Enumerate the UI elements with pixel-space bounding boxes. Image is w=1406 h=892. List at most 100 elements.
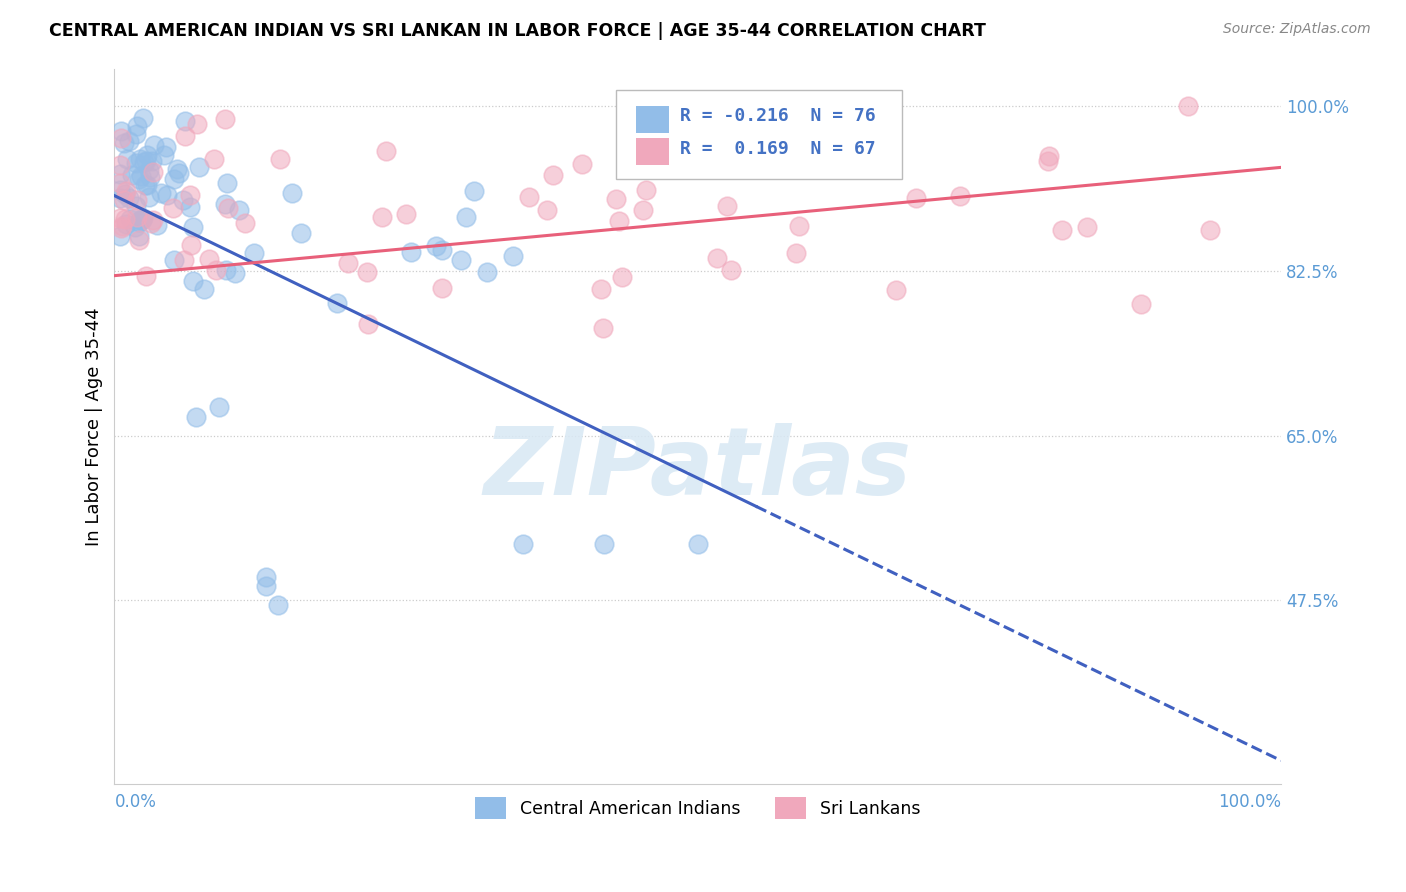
- Point: [706, 252, 728, 266]
- Point: [184, 409, 207, 424]
- Point: [141, 153, 163, 168]
- Point: [135, 178, 157, 192]
- Point: [180, 238, 202, 252]
- Point: [135, 153, 157, 168]
- Point: [128, 214, 150, 228]
- Point: [156, 187, 179, 202]
- Point: [125, 210, 148, 224]
- Point: [181, 274, 204, 288]
- Text: ZIPatlas: ZIPatlas: [484, 423, 911, 516]
- Point: [215, 176, 238, 190]
- Point: [336, 256, 359, 270]
- Point: [1052, 223, 1074, 237]
- Text: 0.0%: 0.0%: [114, 794, 156, 812]
- Point: [125, 127, 148, 141]
- Point: [139, 216, 162, 230]
- Point: [612, 270, 634, 285]
- Point: [607, 213, 630, 227]
- Point: [131, 112, 153, 126]
- Point: [254, 579, 277, 593]
- Point: [905, 191, 928, 205]
- Point: [125, 193, 148, 207]
- Point: [290, 226, 312, 240]
- Point: [163, 172, 186, 186]
- Point: [631, 202, 654, 217]
- Y-axis label: In Labor Force | Age 35-44: In Labor Force | Age 35-44: [86, 307, 103, 546]
- Point: [519, 189, 541, 203]
- Point: [543, 168, 565, 182]
- Point: [208, 401, 231, 415]
- Point: [217, 201, 239, 215]
- Point: [202, 153, 225, 167]
- Point: [179, 200, 201, 214]
- Point: [131, 169, 153, 183]
- Point: [186, 116, 208, 130]
- Point: [395, 207, 418, 221]
- Point: [205, 263, 228, 277]
- Point: [1130, 296, 1153, 310]
- Point: [138, 190, 160, 204]
- Point: [120, 211, 142, 226]
- Point: [430, 281, 453, 295]
- Point: [110, 191, 132, 205]
- Point: [198, 252, 221, 267]
- Point: [1177, 99, 1199, 113]
- Point: [593, 537, 616, 551]
- Point: [128, 233, 150, 247]
- Point: [502, 249, 524, 263]
- Legend: Central American Indians, Sri Lankans: Central American Indians, Sri Lankans: [468, 790, 928, 825]
- Point: [281, 186, 304, 200]
- Point: [131, 212, 153, 227]
- Point: [401, 244, 423, 259]
- Point: [1199, 223, 1222, 237]
- Point: [115, 185, 138, 199]
- Point: [179, 188, 201, 202]
- Point: [139, 169, 162, 184]
- Point: [634, 183, 657, 197]
- Point: [269, 152, 291, 166]
- Point: [430, 243, 453, 257]
- Point: [150, 186, 173, 200]
- Point: [326, 296, 349, 310]
- Point: [686, 537, 709, 551]
- Point: [173, 253, 195, 268]
- Point: [536, 202, 558, 217]
- Bar: [636, 138, 668, 165]
- Point: [110, 221, 132, 235]
- Point: [135, 268, 157, 283]
- Point: [128, 228, 150, 243]
- Point: [129, 213, 152, 227]
- Point: [114, 193, 136, 207]
- Point: [454, 210, 477, 224]
- Point: [450, 252, 472, 267]
- Point: [124, 220, 146, 235]
- Point: [118, 134, 141, 148]
- Point: [155, 140, 177, 154]
- Point: [720, 263, 742, 277]
- Point: [124, 199, 146, 213]
- Point: [167, 166, 190, 180]
- Point: [163, 253, 186, 268]
- Point: [224, 266, 246, 280]
- Point: [181, 220, 204, 235]
- Point: [463, 184, 485, 198]
- Point: [870, 138, 893, 153]
- Point: [110, 183, 132, 197]
- Point: [114, 217, 136, 231]
- Point: [886, 283, 908, 297]
- Point: [153, 148, 176, 162]
- Point: [115, 153, 138, 167]
- Point: [174, 113, 197, 128]
- Point: [356, 264, 378, 278]
- Point: [371, 210, 394, 224]
- Bar: [636, 106, 668, 133]
- Text: R = -0.216  N = 76: R = -0.216 N = 76: [681, 107, 876, 126]
- Point: [188, 160, 211, 174]
- Point: [267, 598, 290, 612]
- Point: [125, 156, 148, 170]
- Point: [214, 112, 236, 126]
- Point: [110, 168, 132, 182]
- Point: [110, 124, 132, 138]
- Point: [142, 212, 165, 227]
- Point: [110, 211, 132, 225]
